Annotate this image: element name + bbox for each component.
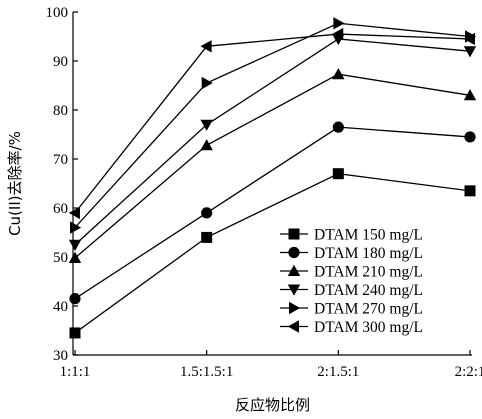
y-tick-label: 30	[53, 348, 68, 364]
legend-marker	[288, 228, 300, 240]
data-point	[201, 207, 213, 219]
data-point	[70, 221, 82, 234]
legend-marker	[289, 301, 301, 315]
y-tick-label: 70	[53, 152, 68, 168]
tick-marks: 30 40 50 60 70 80 90 100 1:1:1 1.5:1.5:1 2:1.5:1 2:…	[46, 5, 482, 380]
y-tick-label: 40	[53, 299, 68, 315]
x-tick-label: 1:1:1	[60, 364, 91, 380]
series-line	[74, 22, 471, 229]
x-tick-label: 2:2:1	[455, 364, 482, 380]
legend-marker	[287, 264, 301, 276]
data-point	[332, 27, 344, 41]
series-6	[68, 27, 475, 220]
legend-marker	[287, 320, 299, 333]
series-3	[68, 68, 477, 263]
data-point	[464, 131, 476, 143]
data-point	[332, 168, 344, 180]
legend-label: DTAM 240 mg/L	[314, 282, 423, 299]
legend-marker	[288, 246, 300, 259]
y-axis-title: Cu(II)去除率/%	[6, 131, 24, 236]
data-point	[68, 206, 80, 220]
x-tick-label: 1.5:1.5:1	[180, 364, 233, 380]
legend-item: DTAM 300 mg/L	[280, 319, 423, 336]
data-point	[463, 89, 477, 101]
data-point	[200, 40, 212, 53]
data-point	[464, 185, 476, 197]
y-tick-label: 90	[53, 54, 68, 70]
legend-label: DTAM 300 mg/L	[314, 319, 423, 336]
data-point	[69, 327, 81, 339]
series-5	[70, 17, 477, 234]
series-1	[69, 168, 476, 339]
legend-marker	[287, 284, 301, 296]
legend-item: DTAM 210 mg/L	[280, 264, 423, 281]
legend-label: DTAM 180 mg/L	[314, 245, 423, 262]
data-point	[332, 68, 345, 80]
series-layer	[68, 17, 477, 339]
data-point	[200, 119, 213, 131]
legend-label: DTAM 210 mg/L	[314, 264, 423, 281]
data-point	[68, 239, 82, 251]
series-line	[74, 38, 471, 246]
data-point	[69, 293, 81, 305]
data-point	[463, 32, 475, 46]
x-axis-title: 反应物比例	[235, 396, 310, 414]
data-point	[333, 17, 345, 30]
y-tick-label: 50	[53, 250, 68, 266]
legend-item: DTAM 270 mg/L	[280, 301, 423, 318]
data-point	[201, 76, 213, 90]
legend-label: DTAM 150 mg/L	[314, 227, 423, 244]
data-point	[332, 121, 344, 133]
series-line	[74, 126, 471, 300]
data-point	[200, 139, 213, 151]
series-4	[68, 33, 477, 251]
legend-item: DTAM 150 mg/L	[280, 227, 423, 244]
legend-item: DTAM 240 mg/L	[280, 282, 423, 299]
y-tick-label: 80	[53, 103, 68, 119]
legend-label: DTAM 270 mg/L	[314, 301, 423, 318]
y-tick-label: 100	[46, 5, 69, 21]
y-tick-label: 60	[53, 201, 68, 217]
series-line	[74, 73, 471, 259]
series-2	[69, 121, 476, 305]
data-point	[68, 251, 82, 263]
data-point	[463, 46, 477, 58]
legend-item: DTAM 180 mg/L	[280, 245, 423, 262]
x-tick-label: 2:1.5:1	[317, 364, 359, 380]
data-point	[201, 231, 213, 243]
series-line	[74, 33, 471, 214]
series-line	[74, 173, 471, 334]
